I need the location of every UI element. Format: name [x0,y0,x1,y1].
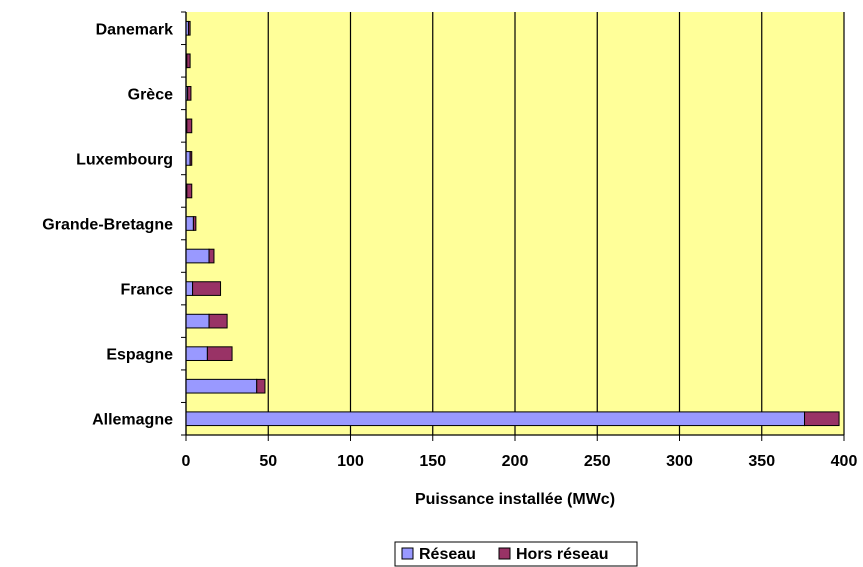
x-tick-label: 0 [182,453,191,470]
x-tick-label: 400 [831,453,858,470]
legend-swatch [401,547,414,560]
bar-segment [256,378,266,394]
x-tick-label: 350 [748,453,775,470]
bar-segment [186,118,193,134]
bar-segment [192,216,197,231]
y-tick-label: Grande-Bretagne [42,217,173,234]
y-tick-label: Allemagne [92,412,173,429]
y-tick-label: Grèce [128,86,173,103]
x-tick-label: 300 [666,453,693,470]
legend-label: Réseau [419,546,476,563]
bar-segment [185,216,194,231]
x-tick-label: 200 [502,453,529,470]
axes [181,11,845,441]
bar-segment [185,313,210,329]
legend-box [394,541,638,567]
x-tick-label: 100 [337,453,364,470]
y-tick-label: France [121,282,174,299]
bar-segment [185,411,806,427]
x-axis-title: Puissance installée (MWc) [415,491,615,508]
bar-segment [185,378,258,394]
legend-swatch [498,547,511,560]
bar-segment [187,20,191,36]
bar-segment [185,151,191,166]
bar-segment [186,183,193,199]
x-tick-label: 250 [584,453,611,470]
bar-segment [206,346,233,361]
legend: Réseau Hors réseau [394,541,638,567]
bar-segment [208,313,228,329]
bar-segment [189,151,193,166]
bar-segment [187,86,192,101]
bar-segment [186,53,191,69]
bar-segment [185,281,194,296]
x-tick-label: 50 [259,453,277,470]
y-tick-label: Espagne [106,347,173,364]
bar-segment [208,248,215,264]
bar-segment [804,411,840,427]
bar-segment [185,248,210,264]
x-tick-labels: 0 50 100 150 200 250 300 350 400 [182,453,858,470]
x-tick-label: 150 [419,453,446,470]
y-tick-label: Danemark [96,21,173,38]
y-tick-label: Luxembourg [76,151,173,168]
legend-label: Hors réseau [516,546,609,563]
bar-segment [185,346,208,361]
y-tick-labels: Danemark Grèce Luxembourg Grande-Bretagne Fr… [42,21,173,428]
bar-segment [192,281,222,296]
